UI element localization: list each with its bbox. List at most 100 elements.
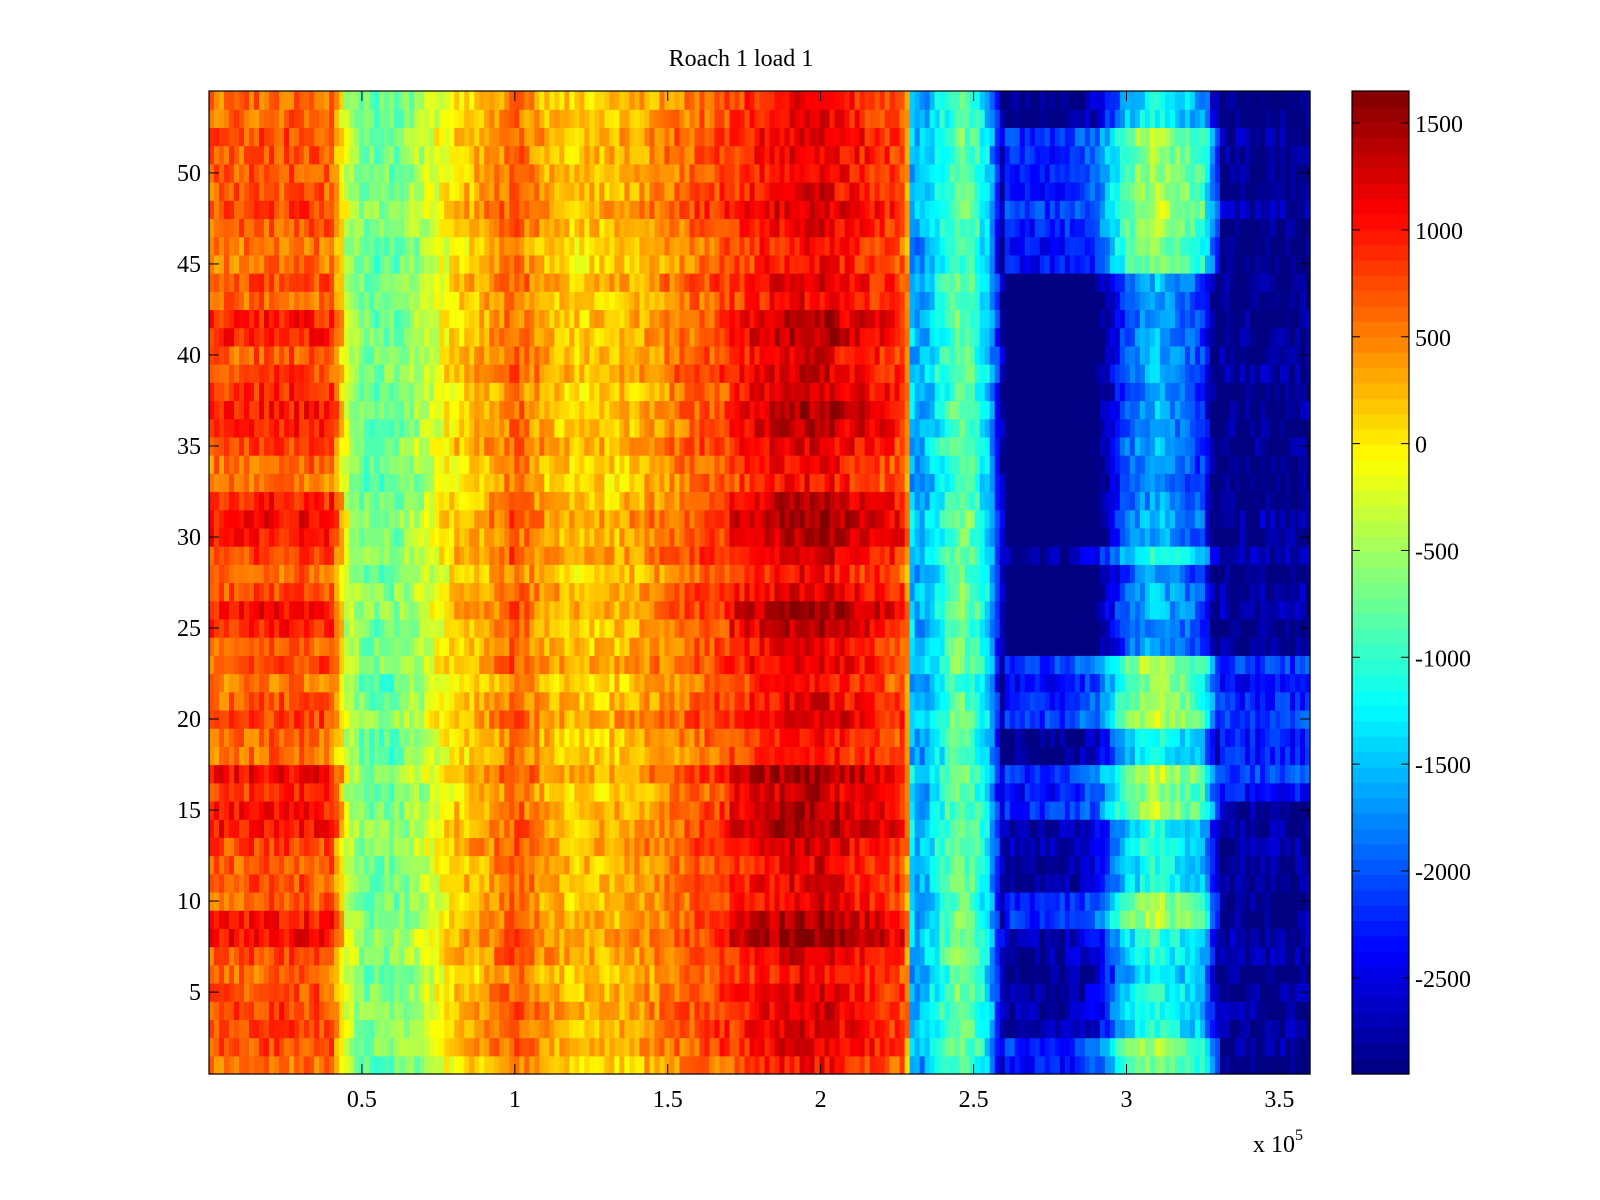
heatmap-cell [804,873,811,893]
heatmap-cell [449,673,455,693]
heatmap-cell [1239,855,1246,875]
heatmap-cell [479,764,485,784]
heatmap-cell [859,764,866,784]
heatmap-cell [474,728,480,747]
heatmap-cell [654,655,660,675]
heatmap-cell [669,1055,676,1075]
heatmap-cell [304,946,310,966]
heatmap-cell [1279,782,1286,802]
heatmap-cell [409,910,415,929]
heatmap-cell [924,873,931,893]
heatmap-cell [249,964,255,984]
heatmap-cell [694,982,701,1002]
heatmap-cell [469,709,475,729]
heatmap-cell [1014,891,1021,911]
heatmap-cell [689,819,696,838]
heatmap-cell [1064,946,1071,966]
heatmap-cell [264,655,270,675]
heatmap-cell [1009,691,1016,711]
heatmap-cell [884,746,891,766]
heatmap-cell [789,1019,796,1039]
heatmap-cell [1124,928,1131,948]
heatmap-cell [594,982,600,1002]
heatmap-cell [469,855,475,875]
heatmap-cell [1119,1019,1126,1039]
heatmap-cell [309,691,315,711]
heatmap-cell [1224,946,1231,966]
heatmap-cell [694,1001,701,1020]
heatmap-cell [504,873,510,893]
heatmap-cell [709,1001,716,1020]
heatmap-cell [964,1055,971,1075]
heatmap-cell [1294,873,1301,893]
heatmap-cell [764,891,771,911]
heatmap-cell [1114,964,1121,984]
heatmap-cell [589,928,595,948]
heatmap-cell [664,964,671,984]
heatmap-cell [1294,782,1301,802]
heatmap-cell [259,691,265,711]
heatmap-cell [754,819,761,838]
heatmap-cell [1164,928,1171,948]
heatmap-cell [369,800,375,820]
heatmap-cell [869,800,876,820]
heatmap-cell [419,1055,425,1075]
heatmap-cell [1264,855,1271,875]
heatmap-cell [1049,928,1056,948]
heatmap-cell [904,709,911,729]
heatmap-cell [224,837,230,857]
heatmap-cell [1284,709,1291,729]
heatmap-cell [414,655,420,675]
heatmap-cell [469,673,475,693]
heatmap-cell [924,728,931,747]
heatmap-cell [219,1019,225,1039]
heatmap-cell [594,928,600,948]
heatmap-cell [1054,837,1061,857]
heatmap-cell [514,691,520,711]
heatmap-cell [499,855,505,875]
heatmap-cell [799,764,806,784]
heatmap-cell [499,800,505,820]
heatmap-cell [929,837,936,857]
heatmap-cell [1264,1019,1271,1039]
heatmap-cell [869,964,876,984]
heatmap-cell [734,782,741,802]
heatmap-cell [1004,928,1011,948]
heatmap-cell [909,800,916,820]
heatmap-cell [1289,855,1296,875]
heatmap-cell [964,928,971,948]
heatmap-cell [699,709,706,729]
heatmap-cell [829,1055,836,1075]
heatmap-cell [504,910,510,929]
heatmap-cell [954,891,961,911]
heatmap-cell [984,928,991,948]
heatmap-cell [804,728,811,747]
heatmap-cell [209,728,215,747]
heatmap-cell [654,1037,660,1057]
heatmap-cell [1039,800,1046,820]
heatmap-cell [674,728,681,747]
heatmap-cell [349,928,355,948]
heatmap-cell [564,855,570,875]
heatmap-cell [229,673,235,693]
heatmap-cell [1224,1019,1231,1039]
heatmap-cell [1209,1037,1216,1057]
heatmap-cell [704,691,711,711]
heatmap-cell [479,1019,485,1039]
heatmap-cell [439,782,445,802]
heatmap-cell [534,746,540,766]
heatmap-cell [504,691,510,711]
heatmap-cell [314,764,320,784]
heatmap-cell [859,673,866,693]
heatmap-cell [334,819,340,838]
heatmap-cell [239,946,245,966]
heatmap-cell [959,873,966,893]
heatmap-cell [574,691,580,711]
heatmap-cell [749,800,756,820]
heatmap-cell [619,673,625,693]
heatmap-cell [1079,709,1086,729]
heatmap-cell [284,764,290,784]
heatmap-cell [1299,819,1306,838]
heatmap-cell [1109,782,1116,802]
heatmap-cell [289,1019,295,1039]
